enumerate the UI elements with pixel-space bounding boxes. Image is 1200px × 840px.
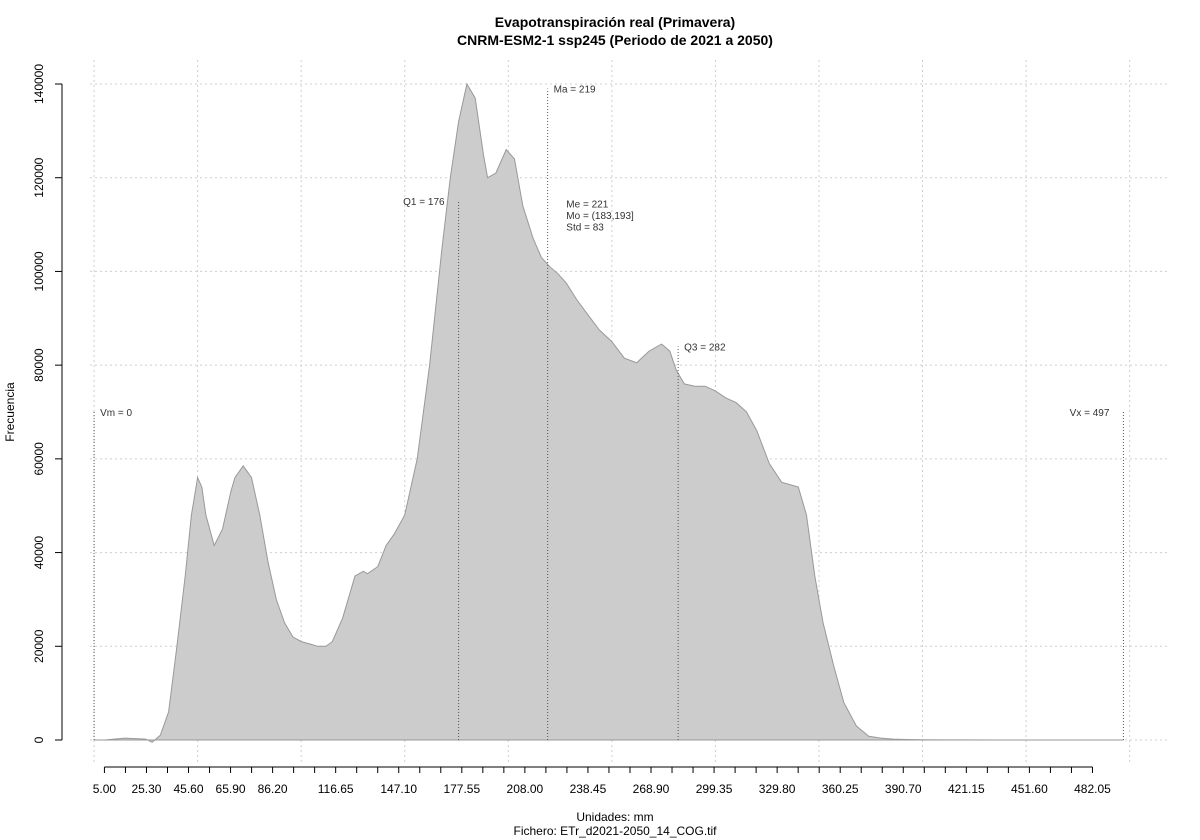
y-tick-label: 80000 bbox=[32, 348, 46, 382]
y-tick-label: 0 bbox=[32, 736, 46, 743]
x-tick-label: 390.70 bbox=[885, 782, 922, 796]
source-file-note: Fichero: ETr_d2021-2050_14_COG.tif bbox=[514, 824, 718, 838]
y-tick-label: 40000 bbox=[32, 536, 46, 570]
x-tick-label: 329.80 bbox=[759, 782, 796, 796]
y-tick-label: 100000 bbox=[32, 251, 46, 291]
chart-title: Evapotranspiración real (Primavera) bbox=[495, 14, 735, 30]
reference-line-label: Vm = 0 bbox=[100, 408, 132, 419]
y-tick-label: 120000 bbox=[32, 157, 46, 197]
x-tick-label: 360.25 bbox=[822, 782, 859, 796]
plot-area bbox=[94, 82, 1124, 743]
chart-subtitle: CNRM-ESM2-1 ssp245 (Periodo de 2021 a 20… bbox=[457, 32, 773, 48]
x-tick-label: 238.45 bbox=[570, 782, 607, 796]
axes: 0 20000 40000 60000 80000 100000 120000 140000 5… bbox=[32, 64, 1111, 796]
x-axis-label: Unidades: mm bbox=[576, 810, 653, 824]
x-tick-label: 177.55 bbox=[443, 782, 480, 796]
y-axis-label: Frecuencia bbox=[3, 382, 17, 442]
reference-lines: Vm = 0 Q1 = 176 Ma = 219 Q3 = 282 Vx = 497 Me… bbox=[93, 85, 1124, 740]
x-tick-label: 208.00 bbox=[507, 782, 544, 796]
x-tick-label: 45.60 bbox=[173, 782, 203, 796]
y-tick-label: 140000 bbox=[32, 64, 46, 104]
x-tick-label: 299.35 bbox=[696, 782, 733, 796]
density-area bbox=[94, 82, 1124, 743]
x-tick-label: 421.15 bbox=[948, 782, 985, 796]
x-tick-label: 25.30 bbox=[131, 782, 161, 796]
stats-line: Std = 83 bbox=[566, 222, 604, 233]
x-tick-label: 482.05 bbox=[1074, 782, 1111, 796]
reference-line-label: Q3 = 282 bbox=[684, 342, 726, 353]
x-tick-label: 5.00 bbox=[93, 782, 117, 796]
reference-line-label: Q1 = 176 bbox=[403, 197, 445, 208]
x-tick-label: 268.90 bbox=[633, 782, 670, 796]
x-tick-label: 147.10 bbox=[380, 782, 417, 796]
reference-line-label: Ma = 219 bbox=[554, 85, 596, 96]
x-tick-label: 451.60 bbox=[1011, 782, 1048, 796]
stats-line: Mo = (183,193] bbox=[566, 211, 634, 222]
x-tick-label: 86.20 bbox=[258, 782, 288, 796]
x-tick-label: 116.65 bbox=[318, 782, 354, 796]
y-tick-label: 60000 bbox=[32, 442, 46, 476]
y-tick-label: 20000 bbox=[32, 629, 46, 663]
reference-line-label: Vx = 497 bbox=[1070, 408, 1110, 419]
stats-line: Me = 221 bbox=[566, 199, 608, 210]
x-tick-label: 65.90 bbox=[216, 782, 246, 796]
